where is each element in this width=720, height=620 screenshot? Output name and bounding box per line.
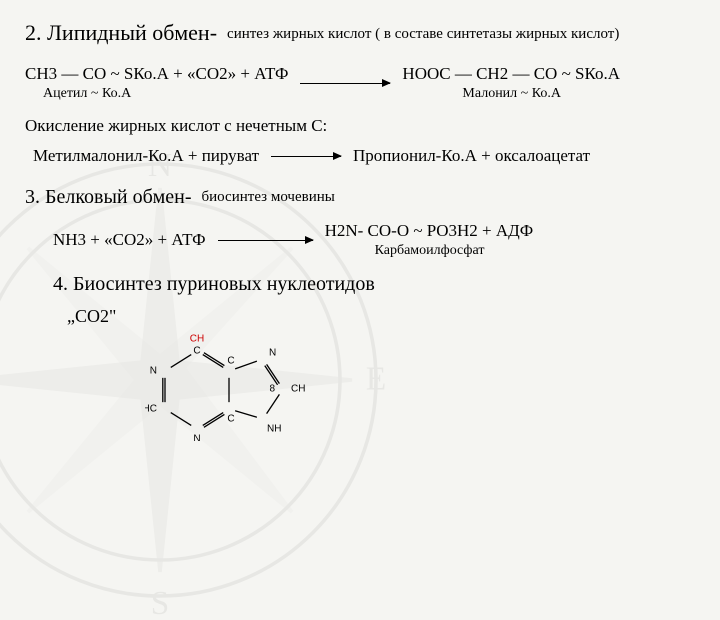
lipid-left-formula: CH3 — CO ~ SКо.А + «CO2» + АТФ	[25, 64, 288, 84]
co2-label: „СО2"	[67, 306, 695, 327]
urea-right: H2N- CO-O ~ PO3H2 + АДФ	[325, 221, 534, 241]
oxidation-row: Метилмалонил-Ко.А + пируват Пропионил-Ко…	[25, 146, 695, 166]
svg-text:N: N	[193, 434, 200, 441]
oxidation-title: Окисление жирных кислот с нечетным С:	[25, 116, 695, 136]
section2-header: 2. Липидный обмен- синтез жирных кислот …	[25, 20, 695, 50]
section2-subtitle: синтез жирных кислот ( в составе синтета…	[227, 26, 619, 43]
arrow-icon	[300, 83, 390, 84]
svg-text:NH: NH	[267, 424, 281, 435]
oxidation-right: Пропионил-Ко.А + оксалоацетат	[353, 146, 590, 166]
svg-text:S: S	[151, 585, 170, 620]
oxidation-left: Метилмалонил-Ко.А + пируват	[33, 146, 259, 166]
urea-product-label: Карбамоилфосфат	[375, 243, 534, 259]
purine-structure: CH N HC N C C C N CH NH 8	[145, 331, 315, 441]
svg-text:C: C	[227, 356, 234, 367]
section3-subtitle: биосинтез мочевины	[202, 189, 335, 206]
lipid-right-label: Малонил ~ Ко.А	[462, 86, 620, 102]
section3-title: 3. Белковый обмен-	[25, 186, 192, 209]
svg-text:C: C	[193, 346, 200, 357]
lipid-right-formula: HOOC — CH2 — CO ~ SКо.А	[402, 64, 620, 84]
section4-title: 4. Биосинтез пуриновых нуклеотидов	[53, 273, 695, 296]
svg-text:C: C	[227, 414, 234, 425]
urea-reaction-row: NH3 + «CO2» + АТФ H2N- CO-O ~ PO3H2 + АД…	[53, 221, 695, 259]
section2-title: 2. Липидный обмен-	[25, 20, 217, 46]
svg-text:8: 8	[269, 384, 275, 395]
section3-header: 3. Белковый обмен- биосинтез мочевины	[25, 186, 695, 209]
lipid-reaction-row: CH3 — CO ~ SКо.А + «CO2» + АТФ Ацетил ~ …	[25, 64, 695, 102]
lipid-left-label: Ацетил ~ Ко.А	[43, 86, 288, 102]
svg-text:N: N	[150, 366, 157, 377]
svg-text:N: N	[269, 348, 276, 359]
arrow-icon	[218, 240, 313, 241]
arrow-icon	[271, 156, 341, 157]
svg-text:HC: HC	[145, 404, 157, 415]
svg-text:CH: CH	[291, 384, 305, 395]
svg-text:CH: CH	[190, 334, 204, 345]
urea-left: NH3 + «CO2» + АТФ	[53, 230, 206, 250]
